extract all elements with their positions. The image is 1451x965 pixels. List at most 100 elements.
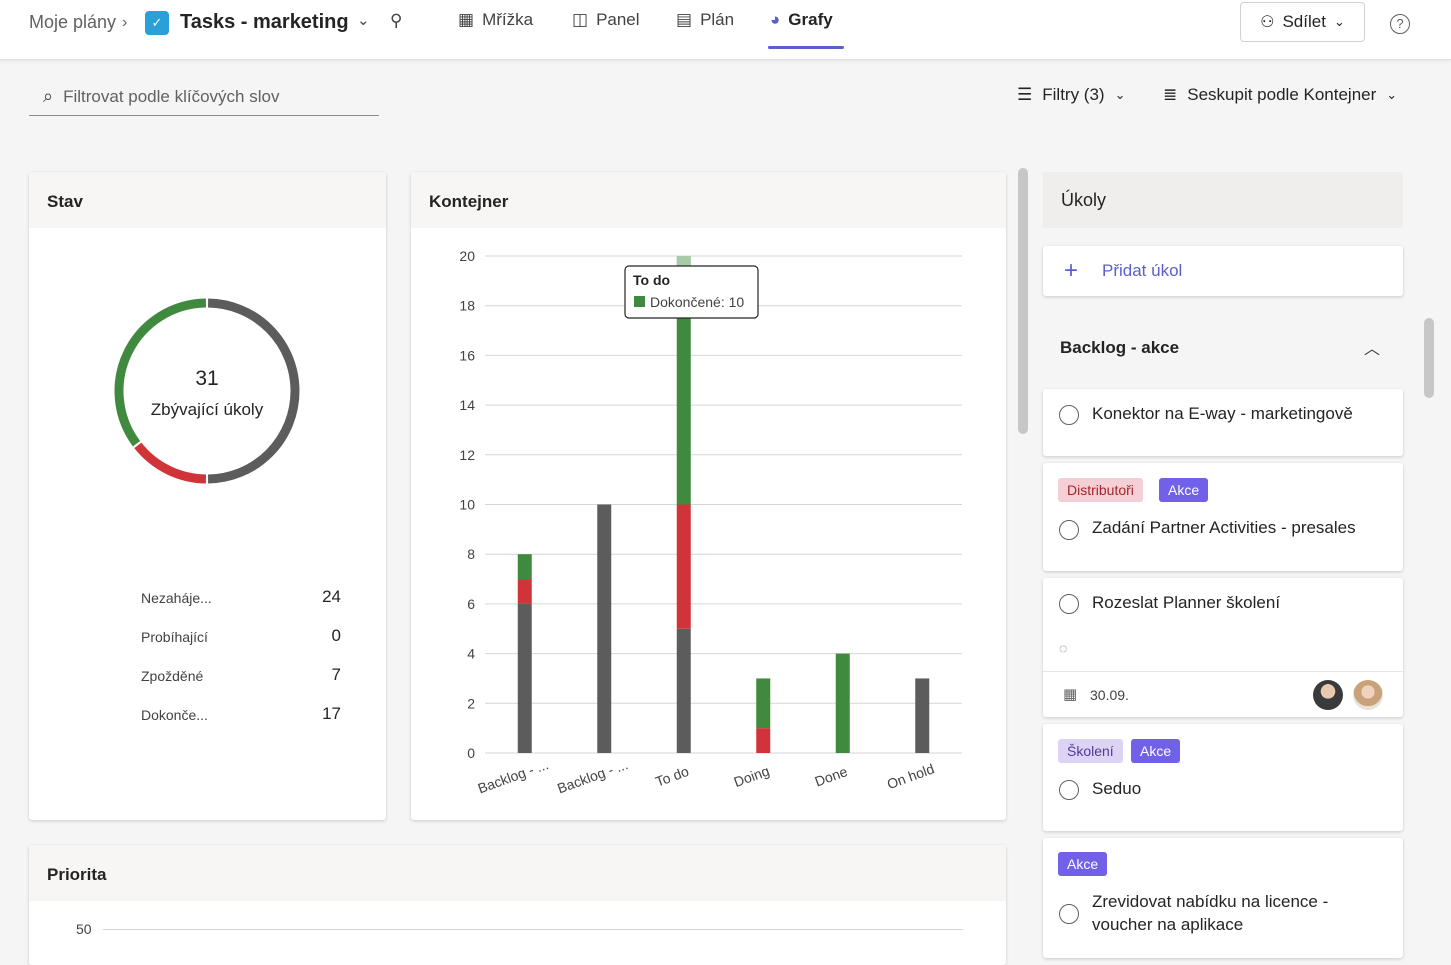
legend-in-progress: Probíhající 0 bbox=[141, 626, 341, 645]
y-tick-label: 4 bbox=[467, 646, 475, 662]
group-by-button[interactable]: ≣ Seskupit podle Kontejner ⌄ bbox=[1163, 85, 1397, 105]
chevron-down-icon: ⌄ bbox=[1114, 87, 1126, 102]
status-card-title: Stav bbox=[29, 172, 386, 228]
chevron-down-icon: ⌄ bbox=[1333, 14, 1345, 29]
y-tick-label: 18 bbox=[459, 298, 475, 314]
chevron-down-icon[interactable]: ⌄ bbox=[357, 12, 370, 29]
top-bar: Moje plány › ✓ Tasks - marketing ⌄ ⚲ ▦ M… bbox=[0, 0, 1451, 60]
legend-not-started: Nezahájе... 24 bbox=[141, 587, 341, 606]
bar-segment[interactable] bbox=[517, 579, 532, 604]
legend-value: 7 bbox=[331, 665, 341, 684]
filters-label: Filtry (3) bbox=[1042, 85, 1105, 104]
add-task-label: Přidat úkol bbox=[1102, 261, 1183, 280]
calendar-icon: ▤ bbox=[676, 10, 693, 29]
task-title: Rozeslat Planner školení bbox=[1092, 593, 1281, 612]
filters-button[interactable]: ☰ Filtry (3) ⌄ bbox=[1017, 85, 1125, 105]
tab-schedule[interactable]: ▤ Plán bbox=[676, 10, 734, 30]
bar-segment[interactable] bbox=[676, 628, 691, 753]
share-button[interactable]: ⚇ Sdílet ⌄ bbox=[1240, 2, 1365, 42]
search-placeholder: Filtrovat podle klíčových slov bbox=[63, 86, 280, 106]
bar-segment[interactable] bbox=[756, 728, 771, 753]
status-donut-chart: 31 Zbývající úkoly bbox=[114, 298, 300, 484]
label-tag: Distributoři bbox=[1058, 478, 1143, 502]
y-tick-label: 14 bbox=[459, 397, 475, 413]
board-icon: ◫ bbox=[572, 10, 589, 29]
bar-segment[interactable] bbox=[517, 554, 532, 580]
avatar[interactable] bbox=[1313, 680, 1343, 710]
complete-task-checkbox[interactable] bbox=[1059, 405, 1079, 425]
complete-task-checkbox[interactable] bbox=[1059, 520, 1079, 540]
legend-value: 17 bbox=[322, 704, 341, 723]
chevron-right-icon: › bbox=[122, 14, 128, 31]
label-tag: Akce bbox=[1159, 478, 1209, 502]
y-tick-label: 2 bbox=[467, 695, 475, 711]
x-tick-label: Done bbox=[813, 763, 850, 790]
pin-icon[interactable]: ⚲ bbox=[390, 11, 403, 30]
planner-icon: ✓ bbox=[145, 11, 169, 35]
y-tick-label: 10 bbox=[459, 497, 475, 513]
tab-board[interactable]: ◫ Panel bbox=[572, 10, 640, 30]
y-tick-label: 0 bbox=[467, 745, 475, 761]
tab-charts-label: Grafy bbox=[788, 10, 833, 29]
legend-late: Zpožděné 7 bbox=[141, 665, 341, 684]
tab-grid[interactable]: ▦ Mřížka bbox=[458, 10, 533, 30]
x-tick-label: Backlog - ... bbox=[555, 756, 630, 796]
task-card[interactable]: Distributoři Akce Zadání Partner Activit… bbox=[1043, 463, 1403, 571]
y-tick-label: 8 bbox=[467, 546, 475, 562]
remaining-count: 31 bbox=[195, 367, 218, 390]
charts-scrollbar[interactable] bbox=[1018, 168, 1028, 434]
avatar[interactable] bbox=[1353, 680, 1383, 710]
help-icon[interactable]: ? bbox=[1390, 14, 1410, 34]
bar-segment[interactable] bbox=[756, 678, 771, 729]
share-label: Sdílet bbox=[1282, 12, 1326, 31]
group-by-label: Seskupit podle Kontejner bbox=[1187, 85, 1377, 104]
bucket-card-title: Kontejner bbox=[411, 172, 1006, 228]
status-card: Stav 31 Zbývající úkoly Nezahájе... 24 P… bbox=[29, 172, 386, 820]
tooltip-swatch bbox=[634, 296, 645, 307]
search-icon: ⌕ bbox=[43, 86, 54, 106]
charts-icon: ◕ bbox=[770, 10, 781, 29]
y-tick-label: 12 bbox=[459, 447, 475, 463]
task-title: Konektor na E-way - marketingově bbox=[1092, 404, 1353, 423]
tooltip-title: To do bbox=[633, 272, 670, 288]
task-title: Zadání Partner Activities - presales bbox=[1092, 518, 1356, 537]
breadcrumb-my-plans[interactable]: Moje plány bbox=[29, 12, 117, 32]
task-card[interactable]: Akce Zrevidovat nabídku na licence - vou… bbox=[1043, 838, 1403, 958]
plan-title[interactable]: Tasks - marketing bbox=[180, 11, 349, 33]
bar-segment[interactable] bbox=[915, 678, 930, 753]
task-card[interactable]: Konektor na E-way - marketingově bbox=[1043, 389, 1403, 456]
legend-label: Probíhající bbox=[141, 629, 208, 645]
tab-charts[interactable]: ◕ Grafy bbox=[770, 10, 833, 30]
bar-segment[interactable] bbox=[676, 504, 691, 629]
legend-completed: Dokonče... 17 bbox=[141, 704, 341, 723]
chevron-up-icon[interactable]: ︿ bbox=[1364, 341, 1381, 358]
calendar-icon: ▦ bbox=[1063, 686, 1078, 703]
x-tick-label: On hold bbox=[885, 760, 937, 792]
chevron-down-icon: ⌄ bbox=[1386, 87, 1398, 102]
complete-task-checkbox[interactable] bbox=[1059, 904, 1079, 924]
search-input[interactable]: ⌕ Filtrovat podle klíčových slov bbox=[29, 78, 379, 116]
priority-card: Priorita 50 bbox=[29, 845, 1006, 965]
chart-tooltip bbox=[624, 265, 759, 319]
comment-icon: ◌ bbox=[1059, 640, 1068, 656]
complete-task-checkbox[interactable] bbox=[1059, 594, 1079, 614]
tab-board-label: Panel bbox=[596, 10, 640, 29]
task-card[interactable]: Školení Akce Seduo bbox=[1043, 724, 1403, 831]
complete-task-checkbox[interactable] bbox=[1059, 780, 1079, 800]
bar-segment[interactable] bbox=[517, 603, 532, 753]
tooltip-value: Dokončené: 10 bbox=[650, 294, 744, 310]
legend-value: 24 bbox=[322, 587, 341, 606]
legend-label: Zpožděné bbox=[141, 668, 204, 684]
bar-segment[interactable] bbox=[835, 653, 850, 753]
donut-slice[interactable] bbox=[207, 298, 300, 484]
bar-segment[interactable] bbox=[597, 504, 612, 754]
tasks-panel-title: Úkoly bbox=[1043, 172, 1403, 228]
priority-axis-tick: 50 bbox=[76, 921, 92, 937]
task-card[interactable]: Rozeslat Planner školení ◌ ▦ 30.09. bbox=[1043, 578, 1403, 717]
label-tag: Akce bbox=[1058, 852, 1108, 876]
donut-slice[interactable] bbox=[114, 298, 207, 447]
add-task-button[interactable]: + Přidat úkol bbox=[1043, 246, 1403, 296]
bucket-card: Kontejner 0 2 4 6 8 10 12 14 16 18 20 Backlog - ...… bbox=[411, 172, 1006, 820]
donut-slice[interactable] bbox=[134, 442, 207, 484]
tasks-scrollbar[interactable] bbox=[1424, 318, 1434, 398]
